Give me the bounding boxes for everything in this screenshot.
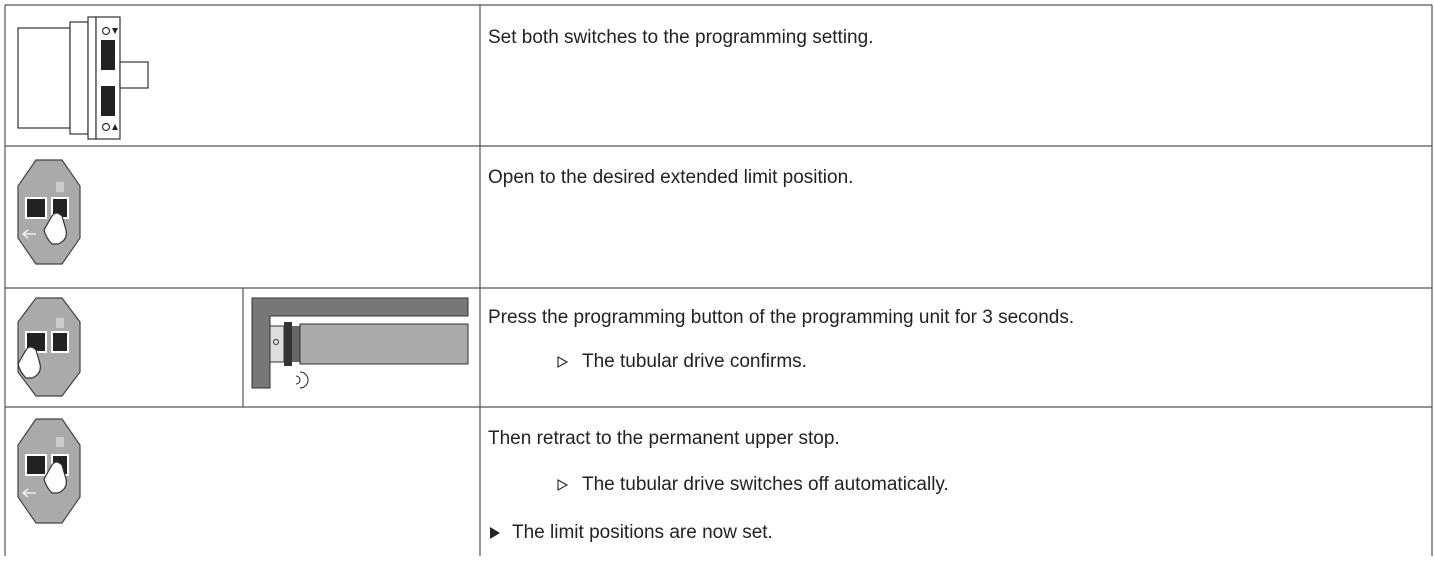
remote-icon: [17, 418, 81, 524]
instruction: Open to the desired extended limit posit…: [488, 167, 853, 188]
switch-icon: [17, 16, 149, 140]
instruction: Set both switches to the programming set…: [488, 27, 873, 48]
outcome-marker: [490, 527, 500, 539]
result-marker: [557, 479, 569, 491]
remote-icon: [17, 297, 81, 397]
instruction: Press the programming button of the prog…: [488, 307, 1074, 328]
outcome: The limit positions are now set.: [512, 522, 773, 543]
result-marker: [557, 356, 569, 368]
tube-icon: [251, 297, 469, 389]
instruction: Then retract to the permanent upper stop…: [488, 428, 840, 449]
remote-icon: [17, 159, 81, 265]
result: The tubular drive confirms.: [582, 351, 807, 372]
result: The tubular drive switches off automatic…: [582, 474, 949, 495]
table-grid: [4, 4, 1433, 556]
